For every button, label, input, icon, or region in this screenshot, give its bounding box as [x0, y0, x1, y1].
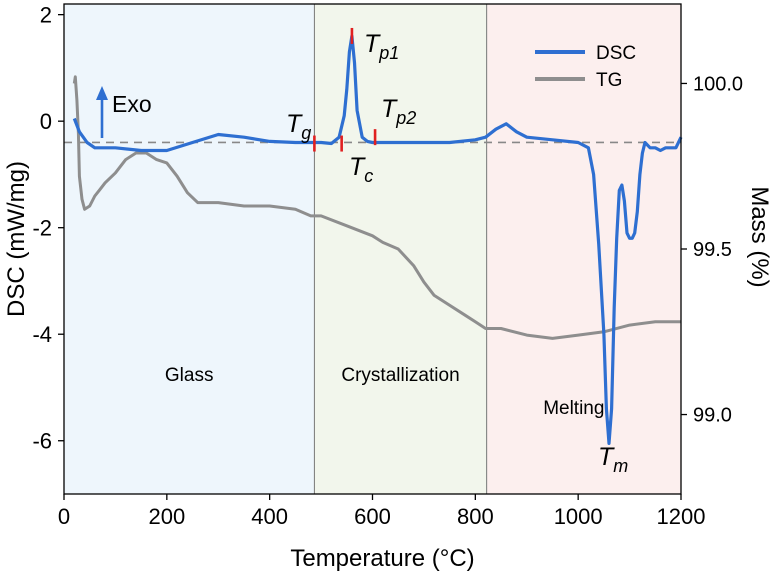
- annotation-tp1: Tp1: [364, 30, 399, 63]
- annotation-tc-sub: c: [364, 166, 373, 186]
- regions-layer: [64, 4, 681, 494]
- y-tick-label: -4: [32, 322, 52, 347]
- region-crystallization: [314, 4, 487, 494]
- annotation-tm-main: T: [598, 443, 615, 471]
- annotation-tg-sub: g: [301, 123, 311, 143]
- y2-tick-label: 99.5: [693, 239, 732, 261]
- y-axis-title: DSC (mW/mg): [3, 161, 30, 317]
- exo-arrow-head-icon: [96, 86, 108, 100]
- y-tick-label: 0: [40, 109, 52, 134]
- annotation-tp2-main: T: [381, 95, 398, 123]
- annotation-tp1-main: T: [364, 30, 381, 58]
- annotation-tp2: Tp2: [381, 95, 416, 128]
- annotation-tg: Tg: [286, 110, 311, 143]
- series-layer: [72, 34, 683, 445]
- x-axis-title: Temperature (°C): [290, 545, 474, 572]
- y-tick-label: -6: [32, 429, 52, 454]
- annotation-tg-main: T: [286, 110, 303, 138]
- annotation-tm: Tm: [598, 443, 628, 476]
- region-label-glass: Glass: [165, 365, 214, 386]
- x-tick-label: 800: [457, 504, 494, 529]
- annotation-tc: Tc: [349, 153, 373, 186]
- region-glass: [64, 4, 315, 494]
- series-line-dsc: [72, 34, 683, 445]
- y2-axis-title: Mass (%): [746, 186, 771, 287]
- region-label-crystallization: Crystallization: [341, 365, 459, 386]
- x-tick-label: 400: [251, 504, 288, 529]
- region-melting: [486, 4, 681, 494]
- annotation-tc-main: T: [349, 153, 366, 181]
- region-labels-layer: Glass Crystallization Melting: [165, 365, 605, 419]
- legend-label-tg: TG: [596, 70, 622, 91]
- x-tick-label: 1200: [657, 504, 706, 529]
- x-tick-label: 200: [148, 504, 185, 529]
- y-tick-label: 2: [40, 3, 52, 28]
- annotation-tp2-sub: p2: [395, 108, 416, 128]
- region-label-melting: Melting: [543, 398, 604, 419]
- annotation-tm-sub: m: [613, 456, 628, 476]
- axes-layer: 0 200 400 600 800 1000 1200 -6 -4 -2 0 2 99.0 99.5 100…: [32, 3, 743, 529]
- legend: DSC TG: [535, 43, 636, 91]
- annotation-tp1-sub: p1: [378, 43, 399, 63]
- legend-label-dsc: DSC: [596, 43, 636, 64]
- y2-tick-label: 99.0: [693, 405, 732, 427]
- y-tick-label: -2: [32, 216, 52, 241]
- x-tick-label: 1000: [554, 504, 603, 529]
- exo-label: Exo: [112, 91, 152, 117]
- x-tick-label: 600: [354, 504, 391, 529]
- series-line-tg: [72, 75, 681, 340]
- event-markers-layer: [313, 27, 377, 152]
- x-tick-label: 0: [58, 504, 70, 529]
- y2-tick-label: 100.0: [693, 73, 743, 95]
